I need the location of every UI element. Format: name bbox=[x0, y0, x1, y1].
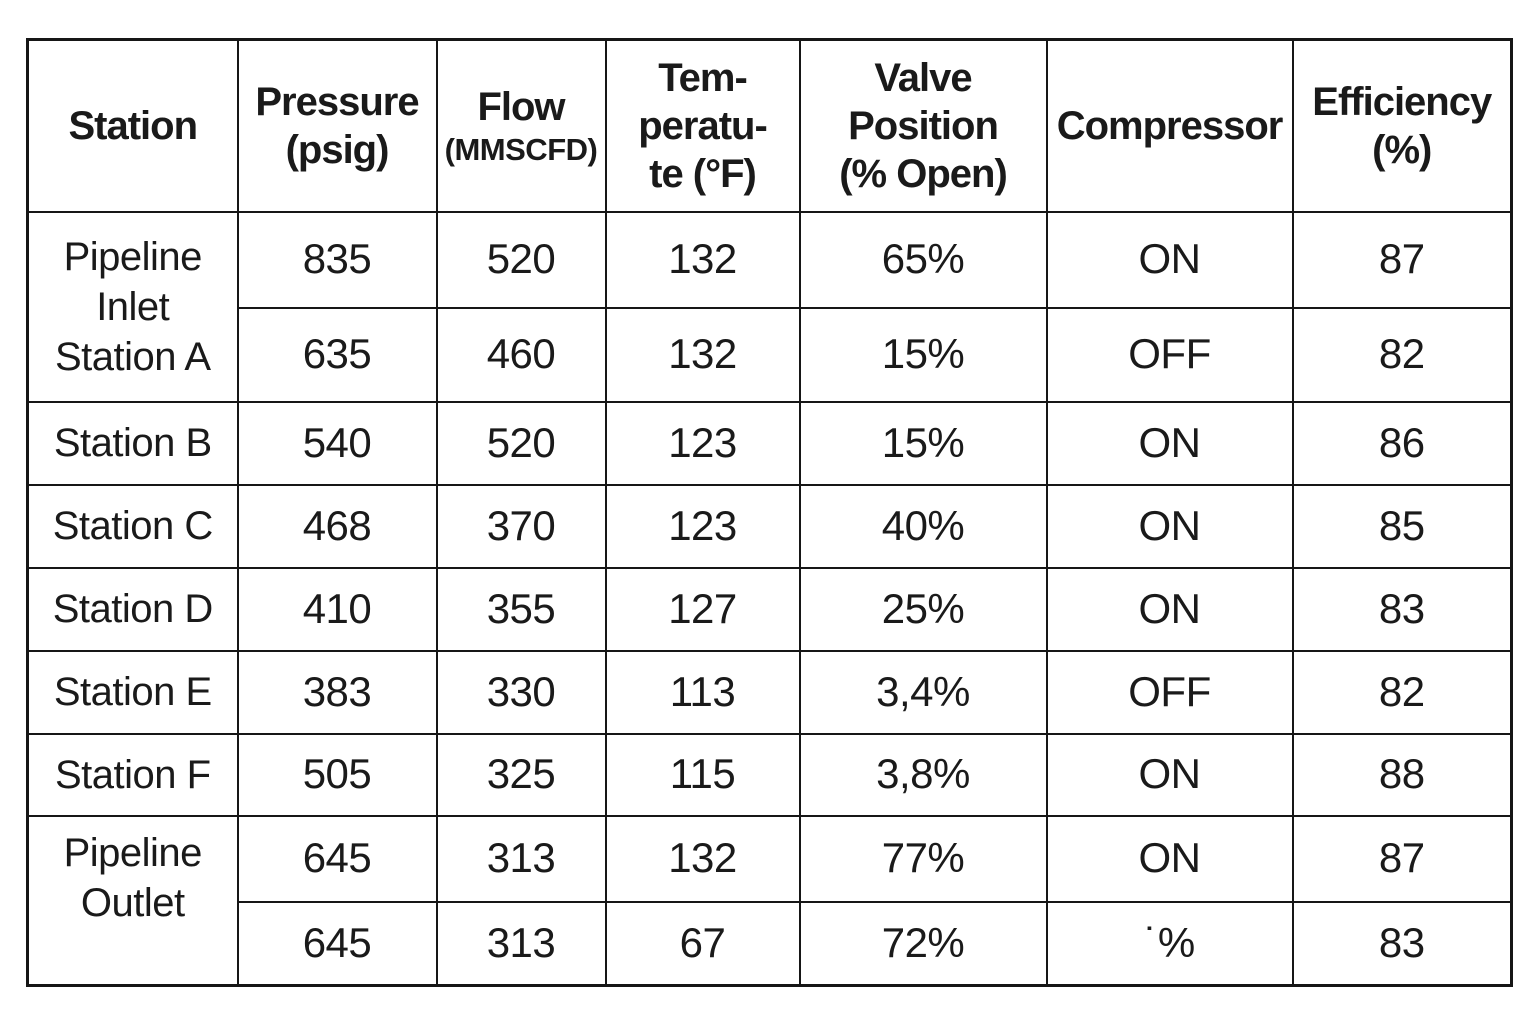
temperature-cell: 123 bbox=[604, 483, 801, 569]
col-header-station: Station bbox=[26, 38, 239, 213]
temperature-cell: 67 bbox=[604, 900, 801, 987]
station-cell: Station D bbox=[26, 566, 239, 652]
pipeline-stations-table: Station Pressure (psig) Flow (MMSCFD) Te… bbox=[26, 38, 1513, 987]
table-row: Station B 540 520 123 15% ON 86 bbox=[26, 400, 1513, 486]
valve-position-cell: 65% bbox=[798, 210, 1048, 309]
station-cell: Station E bbox=[26, 649, 239, 735]
compressor-cell: ON bbox=[1045, 400, 1294, 486]
table-row: 645 313 67 72% ˙% 83 bbox=[28, 900, 1513, 987]
flow-cell: 313 bbox=[435, 814, 607, 903]
flow-cell: 313 bbox=[435, 900, 607, 987]
pressure-cell: 505 bbox=[236, 732, 438, 817]
flow-cell: 520 bbox=[435, 210, 607, 309]
col-header-compressor-title: Compressor bbox=[1056, 103, 1284, 148]
table-row: Station F 505 325 115 3,8% ON 88 bbox=[26, 732, 1513, 817]
col-header-flow: Flow (MMSCFD) bbox=[435, 38, 607, 213]
temperature-cell: 115 bbox=[604, 732, 801, 817]
pressure-cell: 540 bbox=[236, 400, 438, 486]
col-header-valve-position-unit: (% Open) bbox=[839, 151, 1008, 196]
valve-position-cell: 25% bbox=[798, 566, 1048, 652]
efficiency-cell: 88 bbox=[1291, 732, 1513, 817]
col-header-temperature-title: Tem- peratu- te (°F) bbox=[638, 55, 768, 196]
temperature-cell: 132 bbox=[604, 814, 801, 903]
station-cell: Station B bbox=[26, 400, 239, 486]
pressure-cell: 410 bbox=[236, 566, 438, 652]
pressure-cell: 468 bbox=[236, 483, 438, 569]
flow-cell: 325 bbox=[435, 732, 607, 817]
col-header-compressor: Compressor bbox=[1045, 38, 1294, 213]
temperature-cell: 132 bbox=[604, 210, 801, 309]
valve-position-cell: 15% bbox=[798, 400, 1048, 486]
col-header-flow-title: Flow bbox=[477, 85, 565, 130]
compressor-cell: ˙% bbox=[1045, 900, 1294, 987]
pressure-cell: 635 bbox=[236, 306, 438, 403]
table-row: Pipeline Inlet Station A 835 520 132 65% ON 87 bbox=[26, 210, 1513, 403]
compressor-cell: ON bbox=[1045, 483, 1294, 569]
compressor-cell: ON bbox=[1045, 732, 1294, 817]
flow-cell: 355 bbox=[435, 566, 607, 652]
valve-position-cell: 3,8% bbox=[798, 732, 1048, 817]
col-header-temperature: Tem- peratu- te (°F) bbox=[604, 38, 801, 213]
compressor-cell: ON bbox=[1045, 814, 1294, 903]
col-header-efficiency-title: Efficiency bbox=[1312, 79, 1492, 124]
temperature-cell: 132 bbox=[604, 306, 801, 403]
station-cell: Pipeline Inlet Station A bbox=[26, 210, 239, 403]
table-row: Station E 383 330 113 3,4% OFF 82 bbox=[26, 649, 1513, 735]
valve-position-cell: 77% bbox=[798, 814, 1048, 903]
col-header-valve-position-title: Valve Position bbox=[848, 55, 999, 148]
pressure-cell: 645 bbox=[236, 900, 438, 987]
col-header-flow-unit: (MMSCFD) bbox=[444, 132, 598, 168]
valve-position-cell: 15% bbox=[798, 306, 1048, 403]
col-header-pressure-unit: (psig) bbox=[285, 127, 390, 172]
efficiency-cell: 87 bbox=[1291, 814, 1513, 903]
efficiency-cell: 86 bbox=[1291, 400, 1513, 486]
table-row: Pipeline Outlet 645 313 132 77% ON 87 bbox=[26, 814, 1513, 987]
pressure-cell: 645 bbox=[236, 814, 438, 903]
efficiency-cell: 87 bbox=[1291, 210, 1513, 309]
col-header-valve-position: Valve Position (% Open) bbox=[798, 38, 1048, 213]
flow-cell: 370 bbox=[435, 483, 607, 569]
station-cell: Station F bbox=[26, 732, 239, 817]
station-cell: Pipeline Outlet bbox=[26, 814, 239, 987]
efficiency-cell: 83 bbox=[1291, 566, 1513, 652]
pressure-cell: 835 bbox=[236, 210, 438, 309]
temperature-cell: 127 bbox=[604, 566, 801, 652]
compressor-cell: ON bbox=[1045, 566, 1294, 652]
compressor-cell: ON bbox=[1045, 210, 1294, 309]
table-row: 635 460 132 15% OFF 82 bbox=[28, 306, 1513, 403]
table-body: Pipeline Inlet Station A 835 520 132 65% ON 87… bbox=[26, 210, 1513, 987]
col-header-pressure: Pressure (psig) bbox=[236, 38, 438, 213]
flow-cell: 520 bbox=[435, 400, 607, 486]
col-header-station-title: Station bbox=[68, 103, 198, 148]
compressor-cell: OFF bbox=[1045, 649, 1294, 735]
col-header-efficiency-unit: (%) bbox=[1372, 127, 1432, 172]
flow-cell: 330 bbox=[435, 649, 607, 735]
col-header-efficiency: Efficiency (%) bbox=[1291, 38, 1513, 213]
table-row: Station D 410 355 127 25% ON 83 bbox=[26, 566, 1513, 652]
efficiency-cell: 82 bbox=[1291, 306, 1513, 403]
valve-position-cell: 40% bbox=[798, 483, 1048, 569]
valve-position-cell: 3,4% bbox=[798, 649, 1048, 735]
efficiency-cell: 82 bbox=[1291, 649, 1513, 735]
valve-position-cell: 72% bbox=[798, 900, 1048, 987]
temperature-cell: 123 bbox=[604, 400, 801, 486]
pressure-cell: 383 bbox=[236, 649, 438, 735]
header-row: Station Pressure (psig) Flow (MMSCFD) Te… bbox=[26, 38, 1513, 213]
compressor-cell: OFF bbox=[1045, 306, 1294, 403]
flow-cell: 460 bbox=[435, 306, 607, 403]
table-row: Station C 468 370 123 40% ON 85 bbox=[26, 483, 1513, 569]
temperature-cell: 113 bbox=[604, 649, 801, 735]
efficiency-cell: 85 bbox=[1291, 483, 1513, 569]
col-header-pressure-title: Pressure bbox=[255, 79, 419, 124]
station-cell: Station C bbox=[26, 483, 239, 569]
efficiency-cell: 83 bbox=[1291, 900, 1513, 987]
